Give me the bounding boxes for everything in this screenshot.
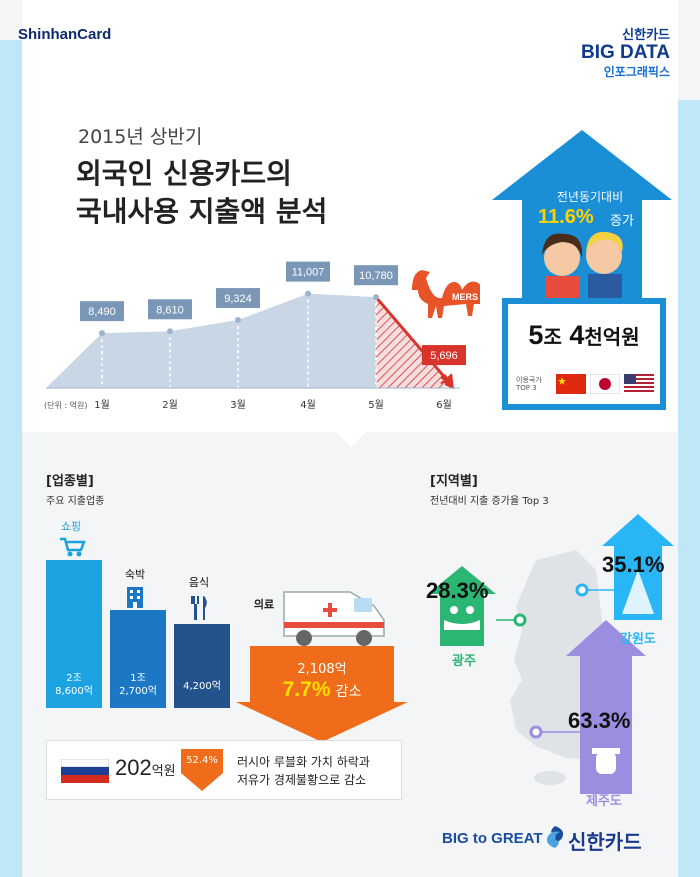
left-decoration <box>0 40 22 877</box>
ambulance-icon <box>283 591 385 646</box>
shopping-cart-icon <box>60 537 86 557</box>
shopping-bar: 2조 8,600억 <box>46 560 102 708</box>
bigdata-line1: 신한카드 <box>622 27 670 42</box>
camel-icon <box>412 270 480 318</box>
month-label: 1월 <box>94 399 110 411</box>
medical-label: 의료 <box>253 598 275 611</box>
month-label: 5월 <box>368 399 384 411</box>
monthly-spend-chart: 8,490 1월 8,610 2월 9,324 3월 11,007 4월 10,780 5월 5,6… <box>44 261 480 411</box>
value-label: 10,780 <box>359 270 393 282</box>
russia-flag <box>61 759 109 783</box>
medical-decrease-arrow <box>236 646 408 742</box>
value-label: 8,610 <box>156 304 184 316</box>
month-label: 3월 <box>230 399 246 411</box>
region-subtitle: 전년대비 지출 증가율 Top 3 <box>430 496 549 507</box>
bigdata-line3: 인포그래픽스 <box>603 65 670 79</box>
footer-brand: 신한카드 <box>568 830 642 854</box>
title-line2: 국내사용 지출액 분석 <box>76 195 328 228</box>
data-point <box>373 294 379 301</box>
yoy-value: 11.6% <box>538 206 594 228</box>
medical-amount: 2,108억 <box>297 662 347 677</box>
bigdata-line2: BIG DATA <box>580 42 670 63</box>
russia-reason: 러시아 루블화 가치 하락과 저유가 경제불황으로 감소 <box>237 755 370 787</box>
total-spend-box: 5조 4천억원 이용국가 TOP 3 <box>502 298 666 410</box>
japan-flag <box>590 374 620 394</box>
gangwon-label: 강원도 <box>620 632 656 647</box>
shopping-label: 쇼핑 <box>60 520 82 533</box>
russia-pct: 52.4% <box>186 755 218 766</box>
area-fill <box>46 293 376 388</box>
month-label: 6월 <box>436 399 452 411</box>
gangwon-pct: 35.1% <box>602 552 665 577</box>
hotel-bar: 1조 2,700억 <box>110 610 166 708</box>
bigdata-logo: 신한카드 BIG DATA 인포그래픽스 <box>581 24 670 80</box>
value-label-box <box>422 345 466 366</box>
mountain-icon <box>622 570 654 614</box>
right-decoration <box>678 100 700 877</box>
data-point <box>167 328 173 335</box>
food-bar: 4,200억 <box>174 624 230 708</box>
gwangju-label: 광주 <box>452 654 476 669</box>
russia-callout: 202억원 52.4% 러시아 루블화 가치 하락과 저유가 경제불황으로 감소 <box>46 740 402 800</box>
medical-change: 7.7% 감소 <box>282 678 362 701</box>
china-flag <box>556 374 586 394</box>
gwangju-pct: 28.3% <box>426 578 489 603</box>
value-label: 11,007 <box>292 267 325 279</box>
russia-decrease-arrow <box>181 749 223 791</box>
value-label: 8,490 <box>88 306 116 318</box>
data-point <box>235 317 241 324</box>
mers-label: MERS <box>452 292 478 302</box>
yoy-label: 전년동기대비 <box>556 190 624 204</box>
top3-label: 이용국가 TOP 3 <box>516 376 542 392</box>
data-point <box>305 290 311 297</box>
industry-subtitle: 주요 지출업종 <box>46 496 105 507</box>
drop-arrowhead <box>440 373 454 390</box>
shinhan-logo-icon <box>546 826 564 848</box>
food-label: 음식 <box>188 576 210 589</box>
value-label-box <box>354 265 398 286</box>
mers-drop-area <box>376 297 444 388</box>
region-title: [지역별] <box>430 474 478 489</box>
dol-hareubang-icon <box>592 748 620 774</box>
value-label: 9,324 <box>224 293 252 305</box>
yoy-increase-arrow <box>492 130 672 300</box>
korea-map <box>428 514 674 794</box>
page-title: 외국인 신용카드의 국내사용 지출액 분석 <box>76 155 406 231</box>
jeju-label: 제주도 <box>586 794 622 809</box>
industry-title: [업종별] <box>46 474 94 489</box>
brand-logo: ShinhanCard <box>18 26 112 43</box>
usa-flag <box>624 374 654 394</box>
hotel-label: 숙박 <box>124 568 146 581</box>
drop-line <box>374 296 450 383</box>
value-label-box <box>148 299 192 320</box>
yoy-suffix: 증가 <box>610 214 634 229</box>
hot-spring-icon <box>444 606 480 630</box>
section-pointer <box>336 432 366 448</box>
jeju-pct: 63.3% <box>568 708 631 733</box>
month-label: 2월 <box>162 399 178 411</box>
data-point <box>99 330 105 337</box>
value-label-box <box>216 288 260 309</box>
period-subtitle: 2015년 상반기 <box>78 126 203 148</box>
value-label: 5,696 <box>430 350 458 362</box>
total-spend-value: 5조 4천억원 <box>528 320 640 350</box>
hotel-icon <box>127 587 143 608</box>
fork-knife-icon <box>191 596 207 620</box>
month-label: 4월 <box>300 399 316 411</box>
data-point <box>441 374 447 381</box>
unit-label: (단위 : 억원) <box>44 400 87 410</box>
value-label-box <box>80 301 124 322</box>
title-line1: 외국인 신용카드의 <box>76 157 292 190</box>
russia-amount: 202억원 <box>115 755 176 780</box>
value-label-box <box>286 261 330 282</box>
footer-slogan: BIG to GREAT <box>442 830 543 847</box>
